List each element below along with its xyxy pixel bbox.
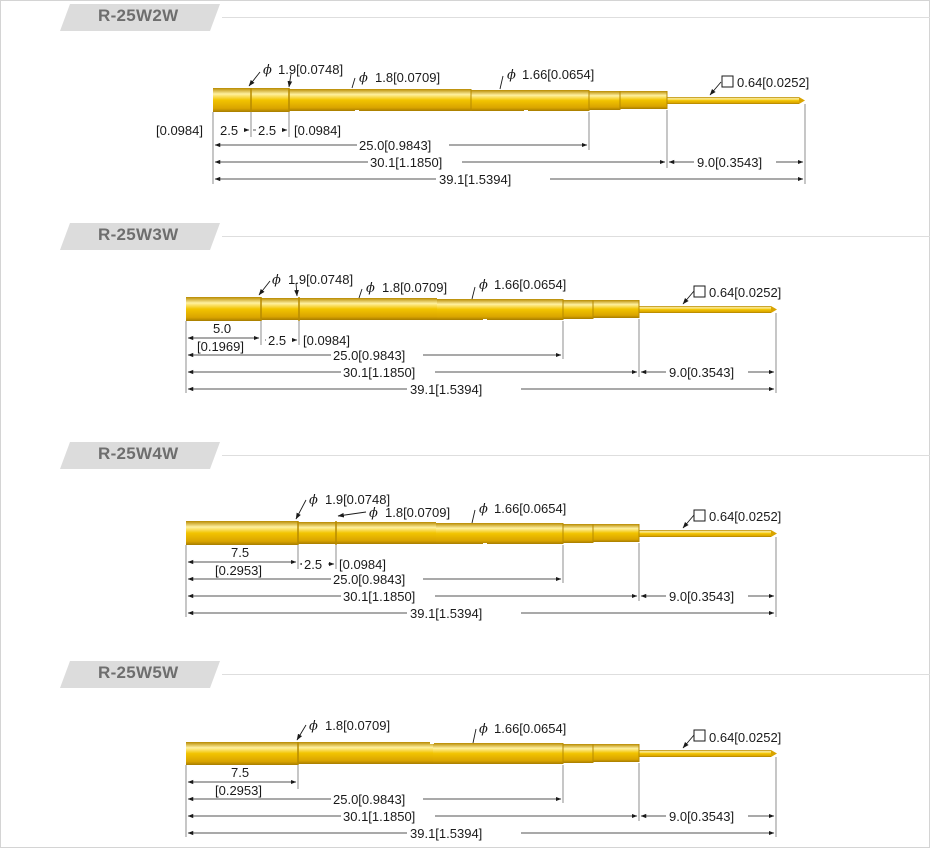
diameter-label: 1.9[0.0748] <box>325 492 390 507</box>
dimension-label: [0.0984] <box>339 557 386 572</box>
phi-symbol: ϕ <box>479 722 488 737</box>
dimension-label: 25.0[0.9843] <box>333 572 405 587</box>
probe-section-r25w3w: R-25W3W ϕ 1.9[0.0748] ϕ 1.8[0.07 <box>0 219 930 419</box>
dimension-label: 30.1[1.1850] <box>370 155 442 170</box>
section-tab <box>60 223 220 250</box>
dimension-label: 39.1[1.5394] <box>410 606 482 621</box>
dimension-label: 2.5 <box>304 557 322 572</box>
probe-drawing: ϕ 1.9[0.0748] ϕ 1.8[0.0709] ϕ 1.66[0.065… <box>185 492 781 621</box>
dimension-label: [0.0984] <box>294 123 341 138</box>
dimension-label: 30.1[1.1850] <box>343 589 415 604</box>
leader-line <box>248 71 261 87</box>
phi-symbol: ϕ <box>369 506 378 521</box>
phi-symbol: ϕ <box>272 273 281 288</box>
section-title: R-25W2W <box>98 6 179 25</box>
phi-symbol: ϕ <box>479 278 488 293</box>
diameter-label: 1.8[0.0709] <box>385 505 450 520</box>
diameter-label: 1.66[0.0654] <box>522 67 594 82</box>
phi-symbol: ϕ <box>507 68 516 83</box>
square-size-label: 0.64[0.0252] <box>709 509 781 524</box>
section-divider <box>222 455 930 456</box>
phi-symbol: ϕ <box>359 71 368 86</box>
probe-section-r25w5w: R-25W5W ϕ 1.8[0.0709] ϕ 1.66[0.0654] 0.6… <box>0 657 930 857</box>
diameter-label: 1.9[0.0748] <box>288 272 353 287</box>
diameter-label: 1.66[0.0654] <box>494 721 566 736</box>
square-size-label: 0.64[0.0252] <box>709 285 781 300</box>
phi-symbol: ϕ <box>309 719 318 734</box>
probe-drawing: ϕ 1.9[0.0748] ϕ 1.8[0.0709] ϕ 1.66[0.065… <box>185 272 781 397</box>
section-title: R-25W4W <box>98 444 179 463</box>
dimension-label: [0.2953] <box>215 563 262 578</box>
probe-section-r25w2w: R-25W2W ϕ 1.9[0. <box>0 0 930 200</box>
section-tab <box>60 661 220 688</box>
dimension-label: 2.5 <box>258 123 276 138</box>
square-size-label: 0.64[0.0252] <box>737 75 809 90</box>
section-title: R-25W5W <box>98 663 179 682</box>
square-icon <box>693 509 706 522</box>
square-icon <box>693 729 706 742</box>
probe-section-r25w4w: R-25W4W ϕ 1.9[0.0748] ϕ 1.8[0.0709] <box>0 438 930 638</box>
probe-body <box>186 741 777 765</box>
leader-line <box>287 73 293 88</box>
phi-symbol: ϕ <box>263 63 272 78</box>
section-tab <box>60 4 220 31</box>
probe-body <box>213 88 805 113</box>
probe-body <box>186 297 777 322</box>
leader-line <box>709 81 722 96</box>
dimension-label: 9.0[0.3543] <box>669 365 734 380</box>
dimension-label: 30.1[1.1850] <box>343 809 415 824</box>
dimension-label: 7.5 <box>231 765 249 780</box>
dimension-label: 7.5 <box>231 545 249 560</box>
dimension-label: 30.1[1.1850] <box>343 365 415 380</box>
dimension-label: [0.1969] <box>197 339 244 354</box>
section-divider <box>222 236 930 237</box>
square-size-label: 0.64[0.0252] <box>709 730 781 745</box>
dimension-label: 39.1[1.5394] <box>439 172 511 187</box>
dimension-label: 25.0[0.9843] <box>359 138 431 153</box>
dimension-label: 2.5 <box>268 333 286 348</box>
section-tab <box>60 442 220 469</box>
dimension-label: 5.0 <box>213 321 231 336</box>
dimension-label: 9.0[0.3543] <box>669 809 734 824</box>
dimension-label: 25.0[0.9843] <box>333 348 405 363</box>
section-divider <box>222 17 930 18</box>
square-icon <box>721 75 734 88</box>
probe-drawing: ϕ 1.8[0.0709] ϕ 1.66[0.0654] 0.64[0.0252… <box>185 718 781 841</box>
diameter-label: 1.8[0.0709] <box>325 718 390 733</box>
dimension-label: 2.5 <box>220 123 238 138</box>
dimension-label: 25.0[0.9843] <box>333 792 405 807</box>
leader-line <box>351 77 356 89</box>
probe-body <box>186 521 777 546</box>
phi-symbol: ϕ <box>309 493 318 508</box>
dimension-label: [0.0984] <box>303 333 350 348</box>
phi-symbol: ϕ <box>479 502 488 517</box>
square-icon <box>693 285 706 298</box>
dimension-label: [0.2953] <box>215 783 262 798</box>
dimension-label: 9.0[0.3543] <box>697 155 762 170</box>
phi-symbol: ϕ <box>366 281 375 296</box>
diameter-label: 1.66[0.0654] <box>494 501 566 516</box>
dimension-label: 39.1[1.5394] <box>410 826 482 841</box>
dimension-label: [0.0984] <box>156 123 203 138</box>
dimension-label: 9.0[0.3543] <box>669 589 734 604</box>
diameter-label: 1.9[0.0748] <box>278 62 343 77</box>
diameter-label: 1.8[0.0709] <box>382 280 447 295</box>
diameter-label: 1.8[0.0709] <box>375 70 440 85</box>
dimension-label: 39.1[1.5394] <box>410 382 482 397</box>
section-title: R-25W3W <box>98 225 179 244</box>
section-divider <box>222 674 930 675</box>
diameter-label: 1.66[0.0654] <box>494 277 566 292</box>
probe-drawing: ϕ 1.9[0.0748] ϕ 1.8[0.0709] ϕ 1.66[0.065… <box>156 62 809 187</box>
leader-line <box>499 75 504 90</box>
